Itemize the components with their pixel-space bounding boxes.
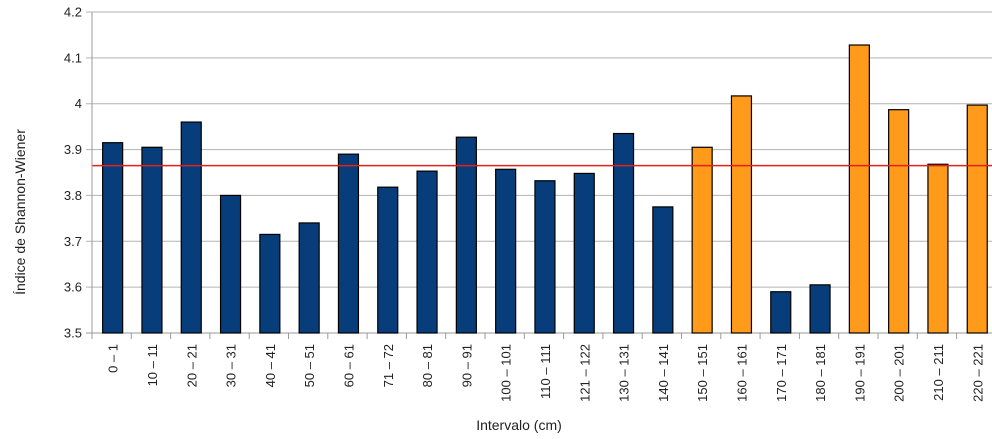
x-tick-labels: 0 – 1 10 – 11 20 – 21 30 – 31 40 – 41 50 – 51… xyxy=(106,344,986,402)
bar xyxy=(337,153,360,334)
bar xyxy=(298,222,320,334)
x-tick-label: 80 – 81 xyxy=(420,344,435,387)
x-tick-label: 160 – 161 xyxy=(734,344,749,402)
x-tick-label: 180 – 181 xyxy=(813,344,828,402)
bar xyxy=(377,186,399,334)
x-tick-label: 130 – 131 xyxy=(617,344,632,402)
bar xyxy=(534,180,556,334)
x-tick-label: 30 – 31 xyxy=(224,344,239,387)
x-tick-label: 90 – 91 xyxy=(459,344,474,387)
x-tick-label: 40 – 41 xyxy=(263,344,278,387)
x-tick-label: 110 – 111 xyxy=(538,344,553,399)
x-tick-label: 20 – 21 xyxy=(184,344,199,387)
y-tick-label: 3.6 xyxy=(64,280,82,295)
bar xyxy=(180,121,202,334)
x-tick-label: 50 – 51 xyxy=(302,344,317,387)
x-tick-label: 121 – 122 xyxy=(577,344,592,402)
axes xyxy=(91,12,958,339)
x-tick-label: 71 – 72 xyxy=(381,344,396,387)
bar xyxy=(259,233,281,334)
bar xyxy=(770,291,792,334)
bar xyxy=(652,206,674,334)
bar xyxy=(966,104,988,334)
y-tick-label: 3.8 xyxy=(64,188,82,203)
bar xyxy=(141,146,163,334)
x-tick-label: 150 – 151 xyxy=(695,344,710,402)
y-axis-title: Índice de Shannon-Wiener xyxy=(12,129,28,295)
x-tick-label: 140 – 141 xyxy=(656,344,671,402)
x-tick-label: 210 – 211 xyxy=(931,344,946,401)
y-tick-labels: 3.5 3.6 3.7 3.8 3.9 4 4.1 4.2 xyxy=(64,5,82,341)
x-tick-label: 10 – 11 xyxy=(145,344,160,386)
bar xyxy=(809,284,831,334)
y-tick-label: 4.1 xyxy=(64,50,82,65)
bar xyxy=(219,194,242,334)
y-tick-label: 4 xyxy=(75,96,82,111)
x-tick-label: 100 – 101 xyxy=(499,344,514,402)
x-tick-label: 190 – 191 xyxy=(852,344,867,402)
x-tick-label: 60 – 61 xyxy=(341,344,356,387)
bar xyxy=(848,44,870,334)
bar xyxy=(612,132,635,334)
bar xyxy=(927,163,949,334)
bar xyxy=(691,146,713,334)
bars xyxy=(102,44,988,334)
bar xyxy=(888,109,910,334)
x-axis-title: Intervalo (cm) xyxy=(476,417,562,433)
x-tick-label: 220 – 221 xyxy=(970,344,985,402)
y-tick-label: 3.9 xyxy=(64,142,82,157)
x-tick-label: 200 – 201 xyxy=(892,344,907,402)
y-tick-label: 3.5 xyxy=(64,326,82,341)
x-tick-label: 170 – 171 xyxy=(774,344,789,402)
bar xyxy=(495,168,517,334)
x-tick-label: 0 – 1 xyxy=(106,344,121,373)
y-tick-label: 3.7 xyxy=(64,234,82,249)
bar xyxy=(102,142,124,334)
bar xyxy=(416,170,438,334)
bar xyxy=(455,136,477,334)
y-tick-label: 4.2 xyxy=(64,5,82,20)
bar xyxy=(573,172,595,334)
bar xyxy=(730,95,753,334)
